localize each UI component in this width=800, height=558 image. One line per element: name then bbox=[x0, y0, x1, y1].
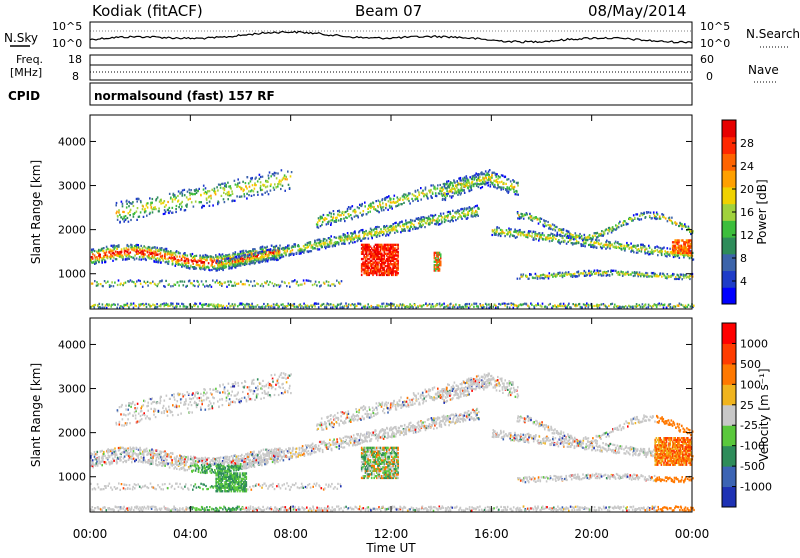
colorbar-segment bbox=[722, 287, 736, 304]
colorbar-tick-label: 4 bbox=[740, 275, 747, 288]
colorbar-tick-label: 25 bbox=[740, 399, 754, 412]
y-tick-label: 4000 bbox=[58, 338, 86, 351]
y-tick-label: 4000 bbox=[58, 135, 86, 148]
freq-panel: 18 8 Freq. [MHz] 60 0 Nave bbox=[10, 53, 779, 83]
station-title: Kodiak (fitACF) bbox=[92, 2, 203, 20]
colorbar-segment bbox=[722, 153, 736, 170]
nave-label: Nave bbox=[748, 63, 779, 77]
cpid-value: normalsound (fast) 157 RF bbox=[94, 89, 275, 103]
colorbar-segment bbox=[722, 170, 736, 187]
x-tick-label: 08:00 bbox=[273, 527, 308, 541]
x-tick-label: 00:00 bbox=[675, 527, 710, 541]
nave-tick-bottom: 0 bbox=[706, 70, 713, 83]
x-tick-label: 12:00 bbox=[374, 527, 409, 541]
nave-tick-top: 60 bbox=[700, 53, 714, 66]
nsky-tick-top: 10^5 bbox=[52, 20, 82, 33]
freq-tick-top: 18 bbox=[68, 53, 82, 66]
colorbar-segment bbox=[722, 425, 736, 446]
freq-label-line2: [MHz] bbox=[10, 66, 42, 79]
y-tick-label: 2000 bbox=[58, 427, 86, 440]
colorbar-tick-label: 28 bbox=[740, 137, 754, 150]
nsky-tick-bottom: 10^0 bbox=[52, 37, 82, 50]
colorbar-segment bbox=[722, 120, 736, 137]
cpid-panel: normalsound (fast) 157 RF CPID bbox=[8, 83, 692, 105]
x-tick-label: 20:00 bbox=[574, 527, 609, 541]
nsearch-tick-bottom: 10^0 bbox=[700, 37, 730, 50]
colorbar-tick-label: -25 bbox=[740, 419, 758, 432]
power-colorbar-label: Power [dB] bbox=[755, 179, 769, 244]
velocity-colorbar-label: Velocity [m s⁻¹] bbox=[757, 368, 771, 461]
x-tick-label: 00:00 bbox=[73, 527, 108, 541]
colorbar-segment bbox=[722, 466, 736, 487]
power-colorbar: 4 8 12 16 20 24 28 bbox=[722, 120, 754, 305]
colorbar-tick-label: 24 bbox=[740, 160, 754, 173]
y-tick-label: 3000 bbox=[58, 180, 86, 193]
colorbar-tick-label: 20 bbox=[740, 183, 754, 196]
freq-tick-bottom: 8 bbox=[72, 70, 79, 83]
date-title: 08/May/2014 bbox=[588, 2, 686, 20]
nsky-label: N.Sky bbox=[4, 31, 38, 45]
colorbar-tick-label: 1000 bbox=[740, 337, 768, 350]
colorbar-tick-label: 12 bbox=[740, 229, 754, 242]
colorbar-tick-label: -1000 bbox=[740, 481, 772, 494]
y-tick-label: 1000 bbox=[58, 268, 86, 281]
y-tick-label: 1000 bbox=[58, 471, 86, 484]
power-y-label: Slant Range [km] bbox=[29, 160, 43, 264]
x-tick-label: 16:00 bbox=[474, 527, 509, 541]
y-tick-label: 3000 bbox=[58, 383, 86, 396]
colorbar-segment bbox=[722, 364, 736, 385]
colorbar-tick-label: 16 bbox=[740, 206, 754, 219]
colorbar-segment bbox=[722, 487, 736, 508]
nsky-trace bbox=[90, 31, 692, 43]
colorbar-segment bbox=[722, 405, 736, 426]
colorbar-segment bbox=[722, 384, 736, 405]
colorbar-segment bbox=[722, 446, 736, 467]
nsearch-tick-top: 10^5 bbox=[700, 20, 730, 33]
colorbar-segment bbox=[722, 237, 736, 254]
colorbar-segment bbox=[722, 254, 736, 271]
colorbar-segment bbox=[722, 323, 736, 344]
nsearch-label: N.Search bbox=[746, 27, 800, 41]
x-tick-label: 04:00 bbox=[173, 527, 208, 541]
colorbar-segment bbox=[722, 271, 736, 288]
colorbar-segment bbox=[722, 137, 736, 154]
colorbar-tick-label: 8 bbox=[740, 252, 747, 265]
nsky-panel: 10^5 10^0 N.Sky 10^5 10^0 N.Search bbox=[4, 20, 800, 50]
velocity-x-label: Time UT bbox=[365, 541, 416, 554]
freq-label-line1: Freq. bbox=[16, 53, 43, 66]
cpid-label: CPID bbox=[8, 89, 40, 103]
beam-title: Beam 07 bbox=[355, 2, 422, 20]
colorbar-segment bbox=[722, 343, 736, 364]
velocity-y-label: Slant Range [km] bbox=[29, 363, 43, 467]
power-panel: 1000 2000 3000 4000 Slant Range [km] 4 8 12 16… bbox=[29, 115, 769, 309]
y-tick-label: 2000 bbox=[58, 224, 86, 237]
